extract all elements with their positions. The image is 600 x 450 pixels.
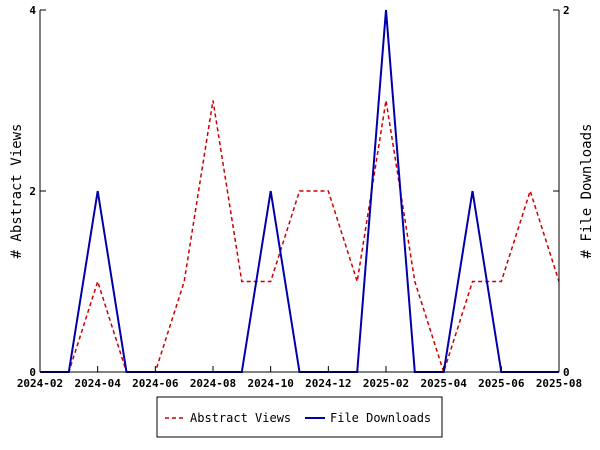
x-tick-label: 2024-06 [132, 377, 179, 390]
axes: 2024-02 2024-04 2024-06 2024-08 2024-10 2024-… [17, 4, 582, 390]
x-tick-label: 2025-06 [478, 377, 525, 390]
y-tick-label-right: 0 [563, 366, 570, 379]
y-tick-label-left: 2 [29, 185, 36, 198]
y-tick-label-left: 4 [29, 4, 36, 17]
legend: Abstract Views File Downloads [156, 396, 443, 438]
x-tick-label: 2025-08 [536, 377, 582, 390]
x-tick-label: 2024-10 [247, 377, 293, 390]
series-line-abstract-views [40, 100, 560, 375]
y-axis-title-right: # File Downloads [579, 124, 595, 259]
x-tick-label: 2025-02 [363, 377, 409, 390]
legend-label-file-downloads: File Downloads [330, 411, 431, 425]
x-tick-label: 2024-12 [305, 377, 351, 390]
x-tick-label: 2025-04 [420, 377, 467, 390]
legend-label-abstract-views: Abstract Views [190, 411, 291, 425]
x-tick-label: 2024-02 [17, 377, 63, 390]
x-tick-label: 2024-04 [74, 377, 121, 390]
y-tick-label-left: 0 [29, 366, 36, 379]
y-axis-title-left: # Abstract Views [9, 124, 25, 259]
plot-area [40, 9, 560, 375]
legend-box [156, 396, 443, 438]
x-tick-label: 2024-08 [190, 377, 236, 390]
y-tick-label-right: 2 [563, 4, 570, 17]
